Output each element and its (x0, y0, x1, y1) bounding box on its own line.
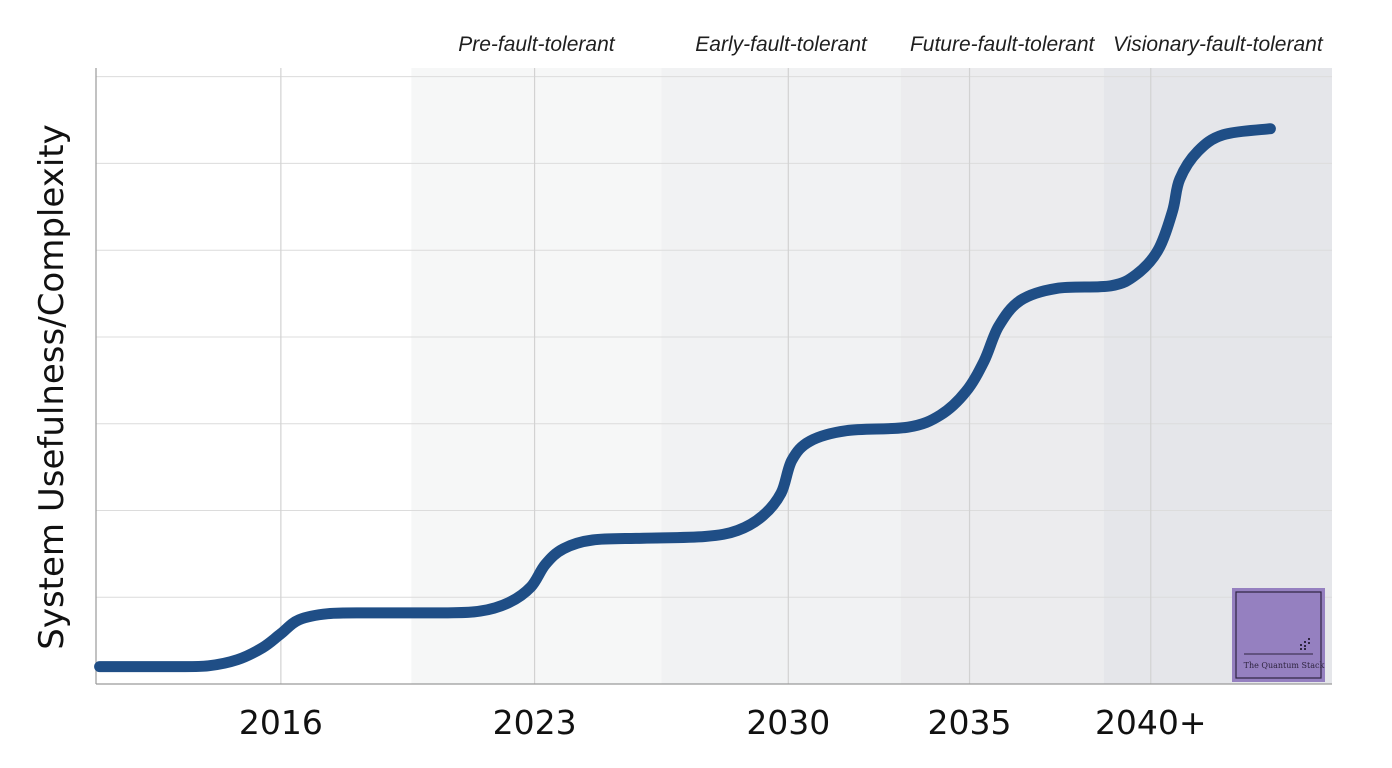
phase-band (900, 68, 1104, 684)
x-tick-label: 2030 (746, 703, 830, 742)
y-axis-title: System Usefulness/Complexity (32, 124, 72, 649)
x-tick-label: 2040+ (1095, 703, 1207, 742)
phase-label: Visionary-fault-tolerant (1113, 33, 1324, 56)
x-tick-labels: 2016 2023 2030 2035 2040+ (239, 703, 1207, 742)
dots-icon (1300, 638, 1310, 650)
phase-bands (411, 68, 1332, 684)
watermark-border (1235, 591, 1322, 679)
watermark: The Quantum Stack (1232, 588, 1325, 682)
x-tick-label: 2035 (928, 703, 1012, 742)
phase-label: Future-fault-tolerant (910, 33, 1096, 56)
watermark-text: The Quantum Stack (1244, 661, 1325, 670)
phase-band (661, 68, 901, 684)
phase-label: Pre-fault-tolerant (458, 33, 616, 56)
phase-band (411, 68, 662, 684)
series-line (94, 123, 1276, 673)
vertical-gridlines (280, 68, 1152, 684)
x-tick-label: 2016 (239, 703, 323, 742)
watermark-box (1232, 588, 1325, 682)
phase-band (1103, 68, 1332, 684)
phase-label: Early-fault-tolerant (695, 33, 868, 56)
phase-labels: Pre-fault-tolerant Early-fault-tolerant Fu… (458, 33, 1324, 56)
series-layer (94, 123, 1276, 673)
horizontal-gridlines (96, 76, 1332, 598)
x-tick-label: 2023 (493, 703, 577, 742)
